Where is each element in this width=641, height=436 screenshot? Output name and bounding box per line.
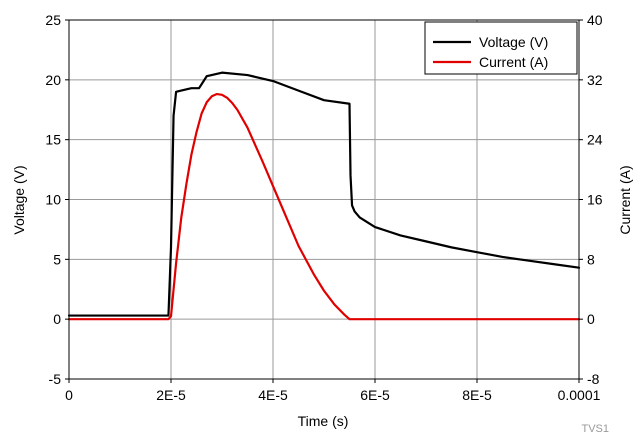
legend-label-current: Current (A) (479, 54, 548, 70)
y2-tick-label-6: 40 (587, 12, 603, 28)
y-tick-label-6: 25 (45, 12, 61, 28)
y2-tick-label-0: -8 (587, 371, 600, 387)
y-axis-right-title: Current (A) (617, 165, 633, 234)
x-tick-label-3: 6E-5 (360, 387, 390, 403)
y2-tick-label-2: 8 (587, 251, 595, 267)
series-line-voltage (67, 71, 581, 317)
y2-tick-label-1: 0 (587, 311, 595, 327)
y-tick-label-2: 5 (53, 251, 61, 267)
y-tick-label-1: 0 (53, 311, 61, 327)
legend: Voltage (V) Current (A) (424, 21, 578, 75)
series-line-current (67, 92, 581, 321)
x-tick-label-1: 2E-5 (156, 387, 186, 403)
y-axis-left-title: Voltage (V) (11, 165, 27, 234)
y-axis-left-ticks: -5 0 5 10 15 20 25 (45, 12, 69, 387)
y-tick-label-5: 20 (45, 72, 61, 88)
legend-box (424, 21, 578, 75)
y-tick-label-0: -5 (49, 371, 62, 387)
x-tick-label-2: 4E-5 (258, 387, 288, 403)
y2-tick-label-3: 16 (587, 192, 603, 208)
y2-tick-label-4: 24 (587, 132, 603, 148)
x-axis-title: Time (s) (298, 413, 349, 429)
x-axis-ticks: 0 2E-5 4E-5 6E-5 8E-5 0.0001 (65, 379, 601, 403)
y-tick-label-4: 15 (45, 132, 61, 148)
legend-label-voltage: Voltage (V) (479, 34, 548, 50)
y2-tick-label-5: 32 (587, 72, 603, 88)
x-tick-label-4: 8E-5 (462, 387, 492, 403)
y-tick-label-3: 10 (45, 192, 61, 208)
series-layer (67, 71, 581, 321)
x-tick-label-0: 0 (65, 387, 73, 403)
y-axis-right-ticks: -8 0 8 16 24 32 40 (579, 12, 603, 387)
watermark-label: TVS1 (581, 423, 609, 435)
x-tick-label-5: 0.0001 (558, 387, 601, 403)
